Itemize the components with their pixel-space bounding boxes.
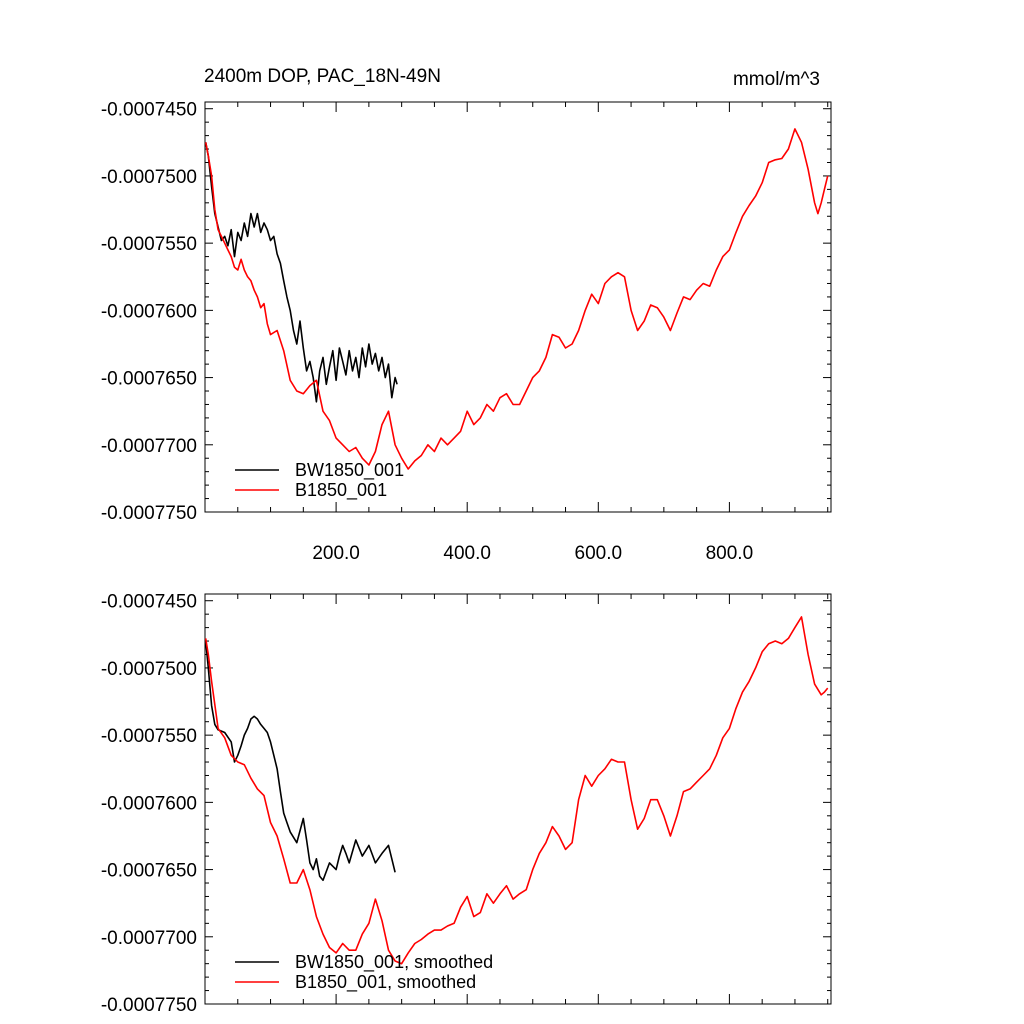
top-panel: 2400m DOP, PAC_18N-49N mmol/m^3 -0.00074… bbox=[101, 66, 832, 564]
y-tick-label: -0.0007750 bbox=[101, 503, 197, 524]
tick-marks bbox=[205, 594, 831, 1005]
y-tick-label: -0.0007550 bbox=[101, 234, 197, 255]
panel-title: 2400m DOP, PAC_18N-49N bbox=[204, 66, 441, 87]
legend-label: BW1850_001 bbox=[295, 460, 404, 481]
legend-label: B1850_001 bbox=[295, 480, 387, 501]
legend-label: B1850_001, smoothed bbox=[295, 972, 476, 993]
y-tick-label: -0.0007450 bbox=[101, 592, 197, 613]
plot-frame bbox=[204, 593, 832, 1005]
bottom-panel: -0.0007450 -0.0007500 -0.0007550 -0.0007600… bbox=[101, 592, 832, 1016]
series-line-1 bbox=[204, 128, 829, 470]
plot-frame bbox=[204, 101, 832, 513]
legend-label: BW1850_001, smoothed bbox=[295, 952, 493, 973]
y-tick-labels: -0.0007450 -0.0007500 -0.0007550 -0.0007600… bbox=[101, 592, 197, 1016]
y-tick-label: -0.0007650 bbox=[101, 861, 197, 882]
y-tick-label: -0.0007750 bbox=[101, 995, 197, 1016]
units-label: mmol/m^3 bbox=[733, 69, 820, 90]
x-tick-label: 400.0 bbox=[443, 543, 491, 564]
series-line-0 bbox=[204, 640, 396, 882]
y-tick-label: -0.0007700 bbox=[101, 436, 197, 457]
y-tick-label: -0.0007550 bbox=[101, 726, 197, 747]
y-tick-label: -0.0007600 bbox=[101, 301, 197, 322]
y-tick-label: -0.0007600 bbox=[101, 793, 197, 814]
y-tick-label: -0.0007500 bbox=[101, 659, 197, 680]
y-tick-label: -0.0007500 bbox=[101, 167, 197, 188]
series-lines bbox=[204, 128, 829, 470]
series-line-0 bbox=[204, 142, 398, 403]
x-tick-labels: 200.0 400.0 600.0 800.0 bbox=[312, 543, 753, 564]
y-tick-label: -0.0007650 bbox=[101, 369, 197, 390]
series-line-1 bbox=[204, 616, 829, 965]
tick-marks bbox=[205, 102, 831, 513]
y-tick-label: -0.0007700 bbox=[101, 928, 197, 949]
x-tick-label: 200.0 bbox=[312, 543, 360, 564]
series-lines bbox=[204, 616, 829, 965]
y-tick-labels: -0.0007450 -0.0007500 -0.0007550 -0.0007600… bbox=[101, 100, 197, 524]
y-tick-label: -0.0007450 bbox=[101, 100, 197, 121]
x-tick-label: 800.0 bbox=[706, 543, 754, 564]
x-tick-label: 600.0 bbox=[575, 543, 623, 564]
